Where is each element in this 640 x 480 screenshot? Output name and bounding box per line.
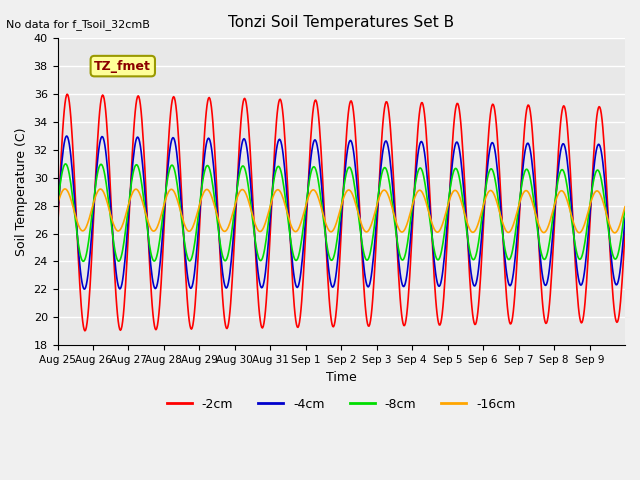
- Text: No data for f_Tsoil_32cmB: No data for f_Tsoil_32cmB: [6, 19, 150, 30]
- -2cm: [276, 97, 284, 103]
- -8cm: [54, 203, 61, 208]
- -16cm: [433, 229, 440, 235]
- Line: -16cm: -16cm: [58, 189, 625, 233]
- -8cm: [79, 259, 87, 264]
- -8cm: [254, 253, 262, 259]
- -4cm: [63, 133, 70, 139]
- -16cm: [54, 202, 61, 207]
- -8cm: [62, 161, 70, 167]
- -2cm: [254, 294, 262, 300]
- -8cm: [226, 242, 234, 248]
- -16cm: [275, 187, 283, 193]
- -2cm: [226, 309, 234, 315]
- -2cm: [433, 311, 441, 317]
- -16cm: [621, 204, 629, 210]
- -16cm: [61, 186, 68, 192]
- -2cm: [63, 91, 71, 97]
- -16cm: [253, 226, 261, 232]
- -8cm: [401, 252, 409, 257]
- -4cm: [81, 286, 88, 292]
- -16cm: [611, 230, 618, 236]
- Legend: -2cm, -4cm, -8cm, -16cm: -2cm, -4cm, -8cm, -16cm: [162, 393, 521, 416]
- Line: -2cm: -2cm: [58, 94, 625, 331]
- -4cm: [401, 281, 409, 287]
- -16cm: [401, 227, 408, 233]
- -2cm: [401, 321, 409, 326]
- -4cm: [276, 136, 284, 142]
- X-axis label: Time: Time: [326, 371, 356, 384]
- -8cm: [122, 227, 129, 233]
- -4cm: [433, 279, 441, 285]
- -4cm: [254, 269, 262, 275]
- -4cm: [621, 216, 629, 221]
- -16cm: [225, 222, 233, 228]
- Y-axis label: Soil Temperature (C): Soil Temperature (C): [15, 127, 28, 256]
- -16cm: [121, 215, 129, 221]
- -4cm: [54, 214, 61, 219]
- -8cm: [433, 256, 441, 262]
- -8cm: [276, 164, 284, 170]
- Line: -8cm: -8cm: [58, 164, 625, 262]
- Title: Tonzi Soil Temperatures Set B: Tonzi Soil Temperatures Set B: [228, 15, 454, 30]
- -2cm: [122, 282, 129, 288]
- -2cm: [81, 328, 89, 334]
- -4cm: [226, 270, 234, 276]
- -2cm: [54, 228, 61, 233]
- -4cm: [122, 250, 129, 256]
- Text: TZ_fmet: TZ_fmet: [94, 60, 151, 72]
- -2cm: [621, 228, 629, 234]
- Line: -4cm: -4cm: [58, 136, 625, 289]
- -8cm: [621, 205, 629, 211]
